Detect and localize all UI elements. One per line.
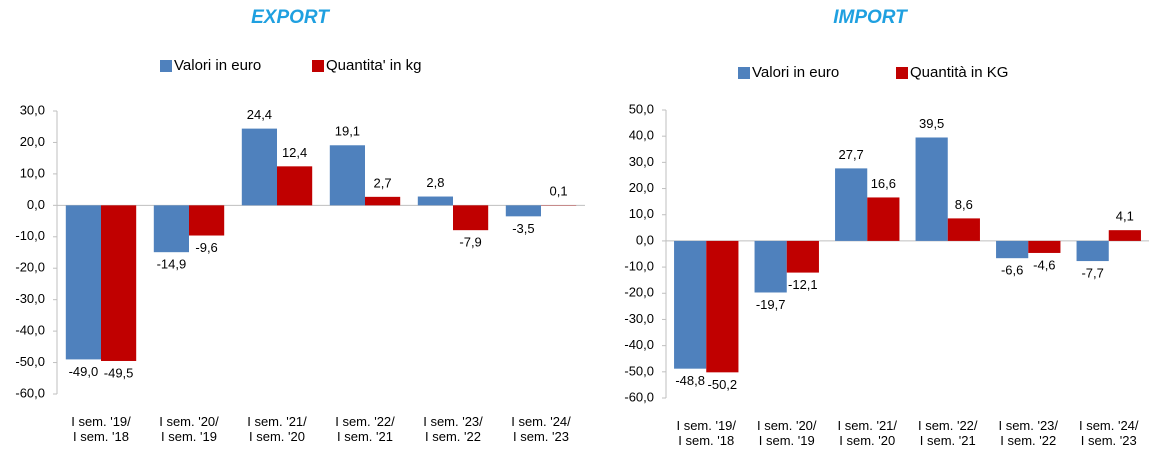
value-label: 39,5	[919, 116, 944, 131]
bar	[153, 205, 189, 253]
bar	[365, 196, 401, 206]
value-label: -12,1	[788, 277, 818, 292]
x-tick-label: I sem. '19/ I sem. '18	[71, 414, 131, 444]
chart-title: EXPORT	[251, 7, 330, 28]
legend-swatch	[160, 60, 172, 72]
x-tick-label: I sem. '20/ I sem. '19	[756, 418, 817, 448]
y-tick-label: 0,0	[27, 197, 45, 212]
y-tick-label: -10,0	[624, 259, 654, 274]
y-tick-label: 30,0	[629, 154, 654, 169]
bar	[453, 205, 489, 231]
bar	[706, 240, 739, 373]
value-label: 19,1	[335, 124, 360, 139]
y-tick-label: -50,0	[624, 363, 654, 378]
value-label: -6,6	[1001, 263, 1023, 278]
bar	[417, 196, 453, 206]
value-label: 8,6	[955, 197, 973, 212]
value-label: -4,6	[1033, 257, 1055, 272]
y-tick-label: -20,0	[15, 260, 45, 275]
bar	[786, 240, 819, 273]
bar	[329, 145, 365, 206]
value-label: 27,7	[838, 147, 863, 162]
value-label: 0,1	[550, 183, 568, 198]
value-label: -19,7	[756, 297, 786, 312]
x-tick-label: I sem. '24/ I sem. '23	[511, 414, 571, 444]
value-label: -7,7	[1081, 266, 1103, 281]
bar	[1076, 240, 1109, 262]
y-tick-label: -30,0	[15, 291, 45, 306]
legend-label: Valori in euro	[752, 64, 839, 81]
legend-label: Quantita' in kg	[326, 57, 421, 74]
y-tick-label: 50,0	[629, 101, 654, 116]
legend-swatch	[312, 60, 324, 72]
y-tick-label: -60,0	[15, 385, 45, 400]
bar	[947, 218, 980, 241]
y-tick-label: -10,0	[15, 228, 45, 243]
bar	[674, 240, 707, 369]
value-label: -9,6	[195, 240, 217, 255]
y-tick-label: 0,0	[636, 232, 654, 247]
x-tick-label: I sem. '24/ I sem. '23	[1078, 418, 1139, 448]
value-label: -14,9	[157, 257, 187, 272]
y-tick-label: -30,0	[624, 311, 654, 326]
bar	[754, 240, 787, 293]
value-label: -3,5	[512, 221, 534, 236]
x-tick-label: I sem. '23/ I sem. '22	[998, 418, 1059, 448]
chart-title: IMPORT	[833, 7, 908, 28]
bar	[1028, 240, 1061, 253]
bar	[65, 205, 101, 360]
legend-label: Quantità in KG	[910, 64, 1008, 81]
bar	[996, 240, 1029, 259]
x-tick-label: I sem. '22/ I sem. '21	[917, 418, 978, 448]
bar	[277, 166, 313, 206]
x-tick-label: I sem. '22/ I sem. '21	[335, 414, 395, 444]
value-label: -50,2	[708, 377, 738, 392]
y-tick-label: -40,0	[624, 337, 654, 352]
bar	[505, 205, 541, 217]
y-tick-label: 20,0	[20, 134, 45, 149]
y-tick-label: 10,0	[20, 165, 45, 180]
y-tick-label: 10,0	[629, 206, 654, 221]
y-tick-label: 20,0	[629, 180, 654, 195]
value-label: 2,8	[426, 175, 444, 190]
bar	[915, 137, 948, 241]
value-label: -7,9	[459, 235, 481, 250]
y-tick-label: 40,0	[629, 128, 654, 143]
value-label: -49,5	[104, 365, 134, 380]
y-tick-label: -40,0	[15, 323, 45, 338]
bar	[241, 128, 277, 206]
x-tick-label: I sem. '21/ I sem. '20	[247, 414, 307, 444]
bar	[1108, 230, 1141, 241]
bar	[835, 168, 868, 241]
bar	[101, 205, 137, 361]
legend-label: Valori in euro	[174, 57, 261, 74]
value-label: -48,8	[675, 373, 705, 388]
y-tick-label: -60,0	[624, 389, 654, 404]
value-label: 12,4	[282, 145, 307, 160]
legend-swatch	[896, 67, 908, 79]
bar	[867, 197, 900, 241]
y-tick-label: -50,0	[15, 354, 45, 369]
value-label: 24,4	[247, 107, 272, 122]
bar	[189, 205, 225, 236]
y-tick-label: -20,0	[624, 285, 654, 300]
x-tick-label: I sem. '20/ I sem. '19	[159, 414, 219, 444]
value-label: 2,7	[374, 175, 392, 190]
value-label: 4,1	[1116, 209, 1134, 224]
x-tick-label: I sem. '19/ I sem. '18	[676, 418, 737, 448]
x-tick-label: I sem. '21/ I sem. '20	[837, 418, 898, 448]
value-label: -49,0	[69, 364, 99, 379]
legend-swatch	[738, 67, 750, 79]
value-label: 16,6	[871, 176, 896, 191]
y-tick-label: 30,0	[20, 102, 45, 117]
x-tick-label: I sem. '23/ I sem. '22	[423, 414, 483, 444]
